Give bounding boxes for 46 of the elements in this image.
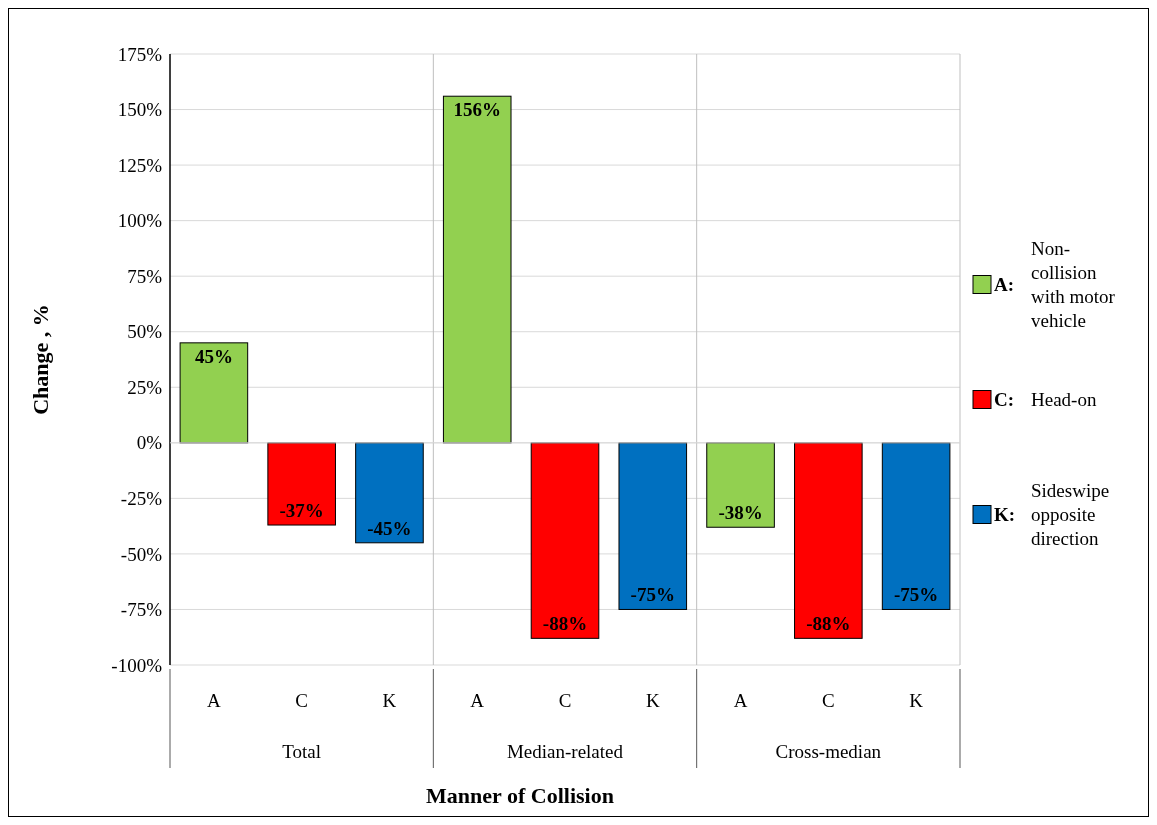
y-tick-label: -75%	[120, 599, 163, 621]
x-axis-title: Manner of Collision	[426, 783, 614, 808]
y-tick-label: 50%	[127, 321, 163, 343]
data-label: 45%	[194, 345, 233, 367]
text: Median-related	[506, 740, 624, 762]
bar	[881, 442, 951, 610]
data-label: -37%	[279, 500, 324, 522]
data-label: -88%	[806, 613, 851, 635]
bar	[267, 442, 336, 526]
y-tick-label: -50%	[120, 543, 163, 565]
x-tick-label: K	[382, 689, 397, 711]
data-label: -38%	[718, 502, 763, 524]
data-label: -45%	[367, 517, 412, 539]
x-tick-label: A	[733, 689, 748, 711]
y-tick-label: -100%	[111, 654, 163, 676]
y-tick-label: -25%	[120, 488, 163, 510]
bar	[794, 442, 863, 639]
x-tick-label: C	[558, 689, 572, 711]
bar	[530, 442, 600, 639]
y-tick-label: 100%	[117, 210, 163, 232]
y-tick-label: 175%	[117, 43, 163, 65]
y-tick-label: 125%	[117, 154, 163, 176]
x-tick-label: A	[207, 689, 222, 711]
bar	[442, 95, 512, 444]
x-tick-label: C	[295, 689, 309, 711]
y-axis-title: Change , %	[28, 304, 53, 415]
data-label: 156%	[453, 99, 501, 121]
data-label: -75%	[893, 584, 939, 606]
x-tick-label: A	[470, 689, 485, 711]
legend-label: K: Sideswipe opposite direction	[994, 480, 1110, 550]
text: Total	[282, 740, 322, 762]
bar	[179, 342, 249, 444]
bar	[355, 442, 424, 544]
x-tick-label: K	[909, 689, 924, 711]
y-tick-label: 0%	[136, 432, 163, 454]
x-tick-label: C	[821, 689, 835, 711]
bar	[706, 442, 775, 528]
data-label: -75%	[630, 584, 675, 606]
data-label: -88%	[542, 613, 588, 635]
y-tick-label: 25%	[127, 376, 163, 398]
text: Cross-median	[775, 740, 882, 762]
x-tick-label: K	[645, 689, 660, 711]
legend-label: C: Head-on	[994, 389, 1097, 411]
bar	[618, 442, 688, 610]
y-tick-label: 150%	[117, 99, 163, 121]
y-tick-label: 75%	[127, 265, 163, 287]
